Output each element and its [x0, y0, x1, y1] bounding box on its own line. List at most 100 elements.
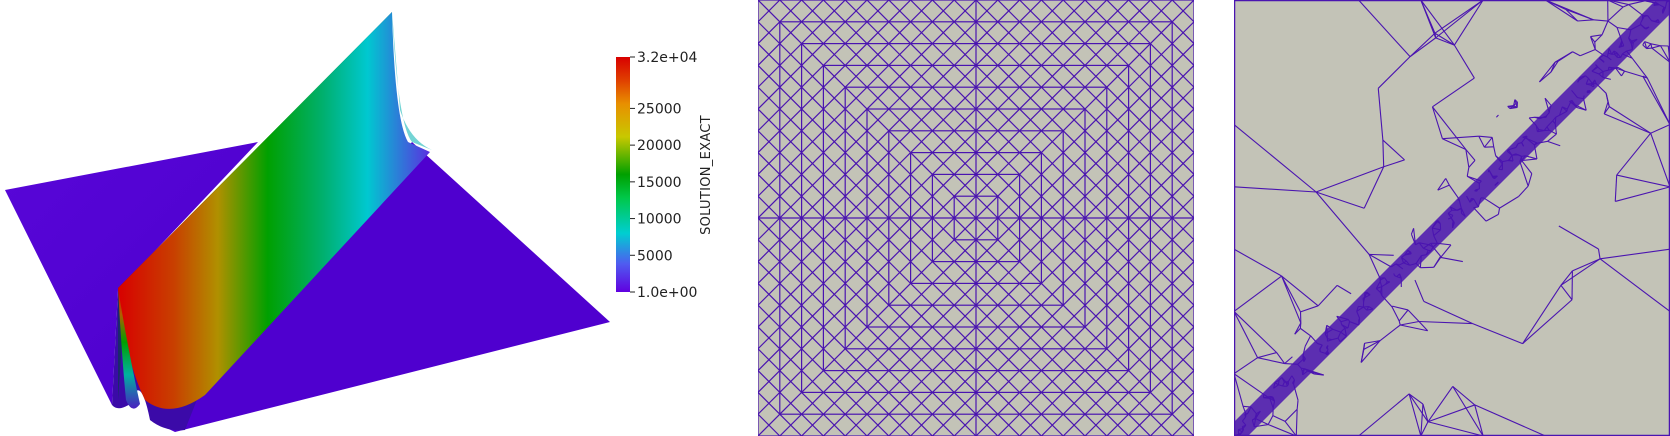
mesh-edge [1437, 178, 1447, 191]
mesh-edge [1590, 34, 1603, 38]
mesh-edge [1414, 279, 1425, 302]
mesh-edge [1317, 285, 1338, 307]
adaptive-mesh-panel [1234, 0, 1670, 436]
mesh-edge [1284, 408, 1298, 422]
mesh-diagonal [1084, 0, 1194, 110]
mesh-diagonal [758, 304, 890, 436]
mesh-edge [1614, 175, 1618, 202]
mesh-edge [1420, 404, 1424, 436]
mesh-edge [1651, 45, 1661, 49]
mesh-edge [1445, 178, 1450, 186]
mesh-edge [1234, 311, 1259, 358]
mesh-edge [1452, 386, 1484, 436]
mesh-edge [1518, 185, 1529, 197]
mesh-edge [1422, 403, 1429, 422]
mesh-edge [1234, 248, 1282, 277]
mesh-edge [1391, 306, 1400, 322]
mesh-edge [1432, 77, 1475, 108]
mesh-diagonal [758, 260, 933, 436]
mesh-edge [1234, 357, 1258, 375]
mesh-edge [1400, 324, 1428, 332]
mesh-edge [1646, 43, 1652, 49]
mesh-edge [1642, 44, 1648, 49]
mesh-edge [1440, 244, 1452, 258]
colorbar-tick-label: 25000 [637, 101, 682, 117]
mesh-edge [1572, 258, 1601, 272]
mesh-edge [1615, 186, 1670, 202]
mesh-edge [1628, 0, 1646, 6]
mesh-edge [1418, 320, 1473, 325]
mesh-edge [1519, 161, 1529, 187]
mesh-edge [1408, 393, 1429, 423]
mesh-edge [1257, 357, 1285, 365]
mesh-edge [1582, 98, 1587, 111]
mesh-edge [1601, 20, 1609, 35]
mesh-edge [1507, 105, 1518, 108]
mesh-edge [1281, 275, 1319, 307]
mesh-diagonal [997, 238, 1194, 436]
mesh-edge [1360, 343, 1366, 363]
mesh-edge [1538, 61, 1556, 83]
mesh-edge [1599, 258, 1670, 312]
mesh-diagonal [758, 0, 868, 110]
mesh-edge [1644, 41, 1652, 45]
mesh-edge [1604, 113, 1651, 134]
mesh-edge [1383, 159, 1405, 168]
mesh-diagonal [758, 282, 912, 436]
mesh-edge [1431, 106, 1443, 139]
mesh-diagonal [758, 0, 912, 154]
mesh-edge [1379, 324, 1401, 342]
mesh-diagonal [1040, 282, 1194, 436]
mesh-edge [1465, 149, 1476, 161]
mesh-diagonal [1062, 304, 1194, 436]
mesh-diagonal [758, 0, 846, 89]
mesh-edge [1437, 184, 1450, 191]
colorbar-tick-label: 15000 [637, 175, 682, 191]
uniform-mesh-panel [758, 0, 1194, 436]
mesh-edge [1272, 415, 1286, 422]
mesh-edge [1599, 248, 1670, 260]
mesh-diagonal [758, 347, 846, 436]
mesh-edge [1358, 0, 1411, 58]
mesh-edge [1529, 116, 1535, 119]
mesh-edge [1420, 0, 1437, 39]
colorbar-ticks: 25000 20000 15000 10000 5000 [630, 56, 682, 293]
mesh-edge [1651, 47, 1670, 63]
mesh-edge [1607, 6, 1624, 22]
mesh-edge [1276, 352, 1286, 364]
mesh-edge [1513, 105, 1518, 108]
mesh-edge [1660, 45, 1670, 63]
uniform-mesh-edges [758, 0, 1194, 436]
mesh-edge [1650, 124, 1670, 134]
mesh-edge [1468, 160, 1476, 168]
surface-ridge-face [118, 12, 430, 409]
mesh-edge [1474, 404, 1484, 436]
mesh-edge [1603, 101, 1609, 115]
mesh-edge [1545, 0, 1578, 22]
mesh-edge [1642, 75, 1670, 125]
mesh-edge [1257, 352, 1277, 359]
mesh-edge [1615, 67, 1622, 77]
mesh-edge [1453, 44, 1475, 79]
mesh-edge [1442, 135, 1479, 140]
mesh-edge [1565, 9, 1579, 22]
mesh-edge [1234, 186, 1317, 193]
mesh-edge [1281, 275, 1302, 324]
mesh-edge [1478, 135, 1493, 138]
mesh-edge [1267, 424, 1297, 436]
mesh-edge [1392, 305, 1409, 311]
mesh-edge [1281, 275, 1302, 313]
mesh-edge [1234, 124, 1317, 193]
mesh-edge [1234, 373, 1244, 407]
mesh-edge [1382, 140, 1385, 167]
mesh-edge [1433, 256, 1442, 268]
mesh-edge [1579, 49, 1596, 57]
mesh-edge [1493, 146, 1497, 156]
mesh-edge [1423, 300, 1473, 325]
mesh-edge [1369, 253, 1394, 256]
mesh-edge [1296, 400, 1299, 410]
mesh-edge [1624, 70, 1648, 79]
mesh-edge [1363, 340, 1381, 350]
mesh-edge [1495, 114, 1499, 118]
